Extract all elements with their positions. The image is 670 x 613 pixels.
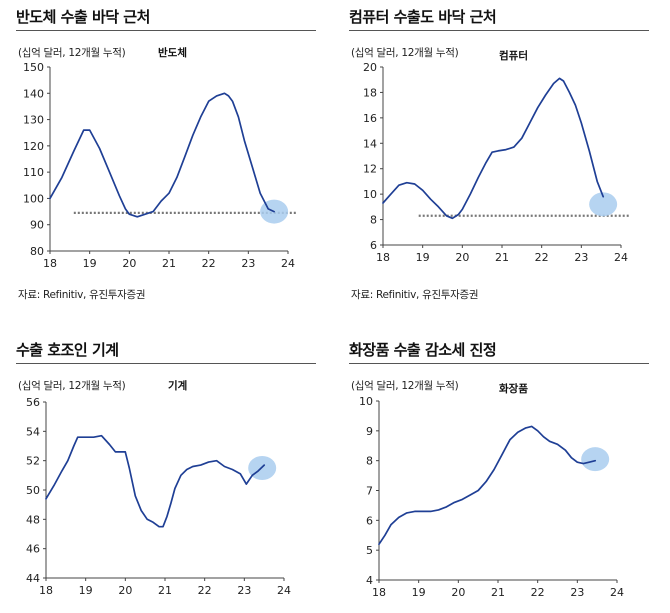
highlight-circle (589, 192, 618, 217)
unit-label: (십억 달러, 12개월 누적) (351, 47, 459, 59)
y-tick-label: 14 (363, 137, 377, 150)
panel-cosmetics: 화장품 수출 감소세 진정 (십억 달러, 12개월 누적) 화장품 (349, 337, 649, 613)
x-tick-label: 21 (495, 251, 509, 264)
y-tick-label: 56 (26, 396, 40, 409)
x-tick-label: 22 (535, 251, 549, 264)
x-tick-label: 24 (281, 257, 295, 270)
y-tick-label: 46 (26, 543, 40, 556)
title-divider (349, 363, 649, 364)
y-tick-label: 150 (23, 61, 44, 74)
panel-machinery: 수출 호조인 기계 (십억 달러, 12개월 누적) 기계 (16, 337, 316, 613)
x-tick-label: 22 (198, 584, 212, 597)
chart-4: 4 5 6 7 8 9 10 18 19 20 21 22 23 24 (359, 395, 624, 599)
unit-label: (십억 달러, 12개월 누적) (351, 380, 459, 392)
x-tick-label: 24 (610, 586, 624, 599)
x-tick-label: 19 (79, 584, 93, 597)
x-tick-label: 24 (277, 584, 291, 597)
source-note: 자료: Refinitiv, 유진투자증권 (18, 289, 146, 301)
y-tick-label: 54 (26, 425, 40, 438)
y-tick-label: 120 (23, 140, 44, 153)
y-tick-label: 12 (363, 163, 377, 176)
panel-title: 컴퓨터 수출도 바닥 근처 (349, 8, 497, 26)
panel-title: 화장품 수출 감소세 진정 (349, 341, 497, 359)
panel-title: 반도체 수출 바닥 근처 (16, 8, 150, 26)
x-tick-label: 18 (376, 251, 390, 264)
y-tick-label: 130 (23, 114, 44, 127)
y-tick-label: 6 (370, 239, 377, 252)
x-tick-label: 19 (412, 586, 426, 599)
x-tick-label: 20 (122, 257, 136, 270)
x-tick-label: 23 (570, 586, 584, 599)
y-tick-label: 10 (359, 395, 373, 408)
x-tick-label: 23 (237, 584, 251, 597)
unit-label: (십억 달러, 12개월 누적) (18, 47, 126, 59)
series-line (45, 434, 266, 528)
y-tick-label: 7 (366, 485, 373, 498)
y-tick-label: 140 (23, 87, 44, 100)
title-divider (349, 30, 649, 31)
x-tick-label: 21 (162, 257, 176, 270)
y-tick-label: 48 (26, 513, 40, 526)
chart-1: 80 90 100 110 120 130 140 150 18 19 20 21 22 23 24 (23, 61, 296, 270)
x-tick-label: 22 (202, 257, 216, 270)
y-tick-label: 4 (366, 574, 373, 587)
panel-semiconductor: 반도체 수출 바닥 근처 (십억 달러, 12개월 누적) 반도체 자료: Re… (16, 4, 316, 304)
x-tick-label: 20 (451, 586, 465, 599)
x-tick-label: 24 (614, 251, 628, 264)
y-tick-label: 6 (366, 514, 373, 527)
series-line (382, 77, 605, 220)
panel-title: 수출 호조인 기계 (16, 341, 119, 359)
chart-3: 44 46 48 50 52 54 56 18 19 20 21 22 23 24 (26, 396, 291, 597)
x-tick-label: 19 (83, 257, 97, 270)
x-tick-label: 22 (531, 586, 545, 599)
series-line (49, 92, 275, 218)
x-tick-label: 21 (491, 586, 505, 599)
y-tick-label: 52 (26, 455, 40, 468)
x-tick-label: 20 (118, 584, 132, 597)
unit-label: (십억 달러, 12개월 누적) (18, 380, 126, 392)
y-tick-label: 18 (363, 86, 377, 99)
series-label: 컴퓨터 (499, 50, 528, 62)
y-tick-label: 50 (26, 484, 40, 497)
series-label: 화장품 (499, 383, 528, 395)
source-note: 자료: Refinitiv, 유진투자증권 (351, 289, 479, 301)
y-tick-label: 16 (363, 112, 377, 125)
x-tick-label: 19 (416, 251, 430, 264)
y-tick-label: 8 (366, 455, 373, 468)
y-tick-label: 100 (23, 192, 44, 205)
series-label: 기계 (168, 380, 188, 392)
chart-2: 6 8 10 12 14 16 18 20 18 19 20 21 22 23 24 (363, 61, 629, 264)
y-tick-label: 44 (26, 572, 40, 585)
y-tick-label: 80 (30, 245, 44, 258)
highlight-circle (581, 447, 610, 472)
x-tick-label: 18 (372, 586, 386, 599)
y-tick-label: 90 (30, 219, 44, 232)
x-tick-label: 23 (574, 251, 588, 264)
x-tick-label: 20 (455, 251, 469, 264)
series-line (378, 425, 597, 546)
series-label: 반도체 (158, 47, 187, 59)
x-tick-label: 18 (43, 257, 57, 270)
y-tick-label: 110 (23, 166, 44, 179)
title-divider (16, 30, 316, 31)
y-tick-label: 10 (363, 188, 377, 201)
x-tick-label: 21 (158, 584, 172, 597)
panel-computer: 컴퓨터 수출도 바닥 근처 (십억 달러, 12개월 누적) 컴퓨터 자료: R… (349, 4, 649, 304)
y-tick-label: 8 (370, 214, 377, 227)
x-tick-label: 18 (39, 584, 53, 597)
y-tick-label: 5 (366, 544, 373, 557)
title-divider (16, 363, 316, 364)
y-tick-label: 9 (366, 425, 373, 438)
y-tick-label: 20 (363, 61, 377, 74)
x-tick-label: 23 (241, 257, 255, 270)
